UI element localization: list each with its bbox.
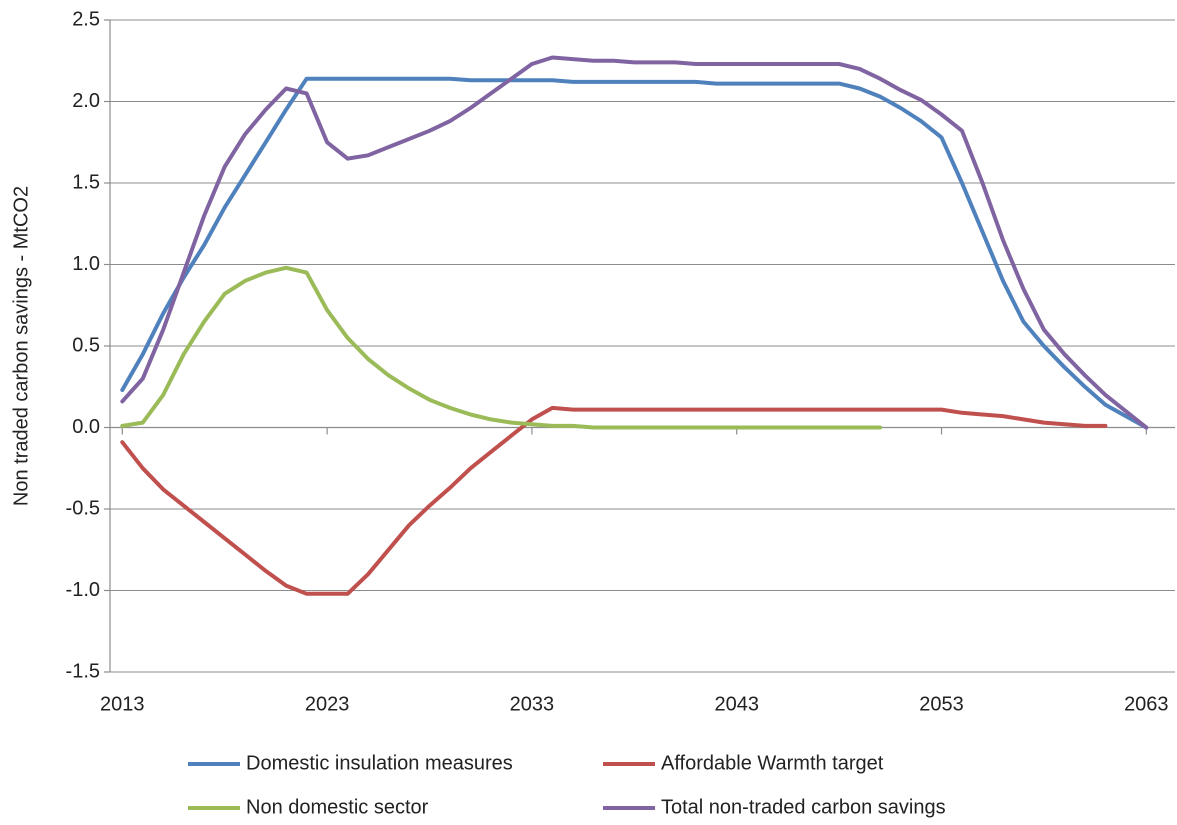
x-tick-label: 2033 — [510, 693, 555, 715]
x-tick-label: 2023 — [305, 693, 350, 715]
y-tick-label: 2.0 — [72, 90, 100, 112]
series-line — [120, 76, 1149, 430]
y-tick-label: 0.5 — [72, 334, 100, 356]
y-tick-label: 2.5 — [72, 8, 100, 30]
y-tick-label: -0.5 — [66, 497, 100, 519]
x-tick-label: 2013 — [100, 693, 145, 715]
y-tick-label: 0.0 — [72, 416, 100, 438]
y-tick-label: -1.0 — [66, 579, 100, 601]
x-tick-label: 2063 — [1124, 693, 1169, 715]
legend-label: Domestic insulation measures — [246, 752, 513, 774]
y-tick-label: 1.0 — [72, 253, 100, 275]
series-line — [120, 55, 1149, 430]
legend-label: Affordable Warmth target — [661, 752, 884, 774]
y-axis-label: Non traded carbon savings - MtCO2 — [10, 186, 32, 506]
series-line — [120, 265, 883, 430]
legend-label: Total non-traded carbon savings — [661, 796, 946, 818]
y-tick-label: 1.5 — [72, 171, 100, 193]
y-tick-label: -1.5 — [66, 660, 100, 682]
series-line — [120, 405, 1108, 596]
x-tick-label: 2053 — [919, 693, 964, 715]
legend-label: Non domestic sector — [246, 796, 429, 818]
x-tick-label: 2043 — [714, 693, 759, 715]
